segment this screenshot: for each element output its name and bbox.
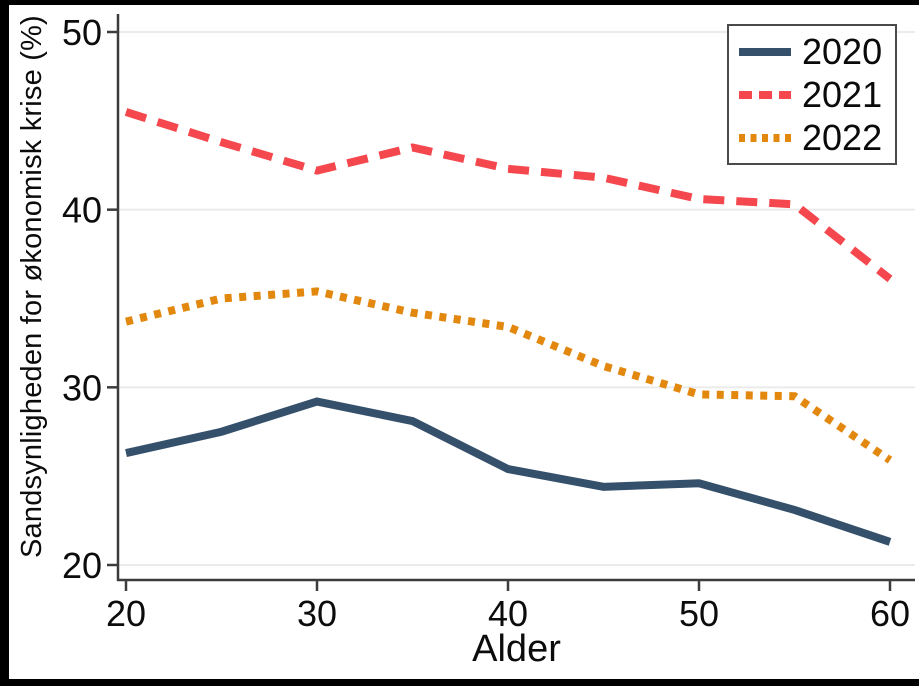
legend-label: 2020 — [802, 30, 883, 72]
y-tick-label: 40 — [62, 190, 102, 231]
x-tick-label: 30 — [297, 593, 337, 634]
image-border-bottom — [0, 679, 919, 686]
x-tick-label: 40 — [488, 593, 528, 634]
legend-label: 2022 — [802, 116, 883, 158]
x-axis-title: Alder — [472, 628, 561, 670]
y-tick-label: 30 — [62, 367, 102, 408]
legend-line-sample-dashed — [739, 90, 791, 99]
legend: 2020 2021 2022 — [727, 24, 897, 165]
legend-item: 2020 — [739, 30, 895, 72]
series-line-2020 — [125, 397, 892, 546]
series-line-2022 — [125, 287, 893, 464]
legend-line-sample-dotted — [739, 133, 791, 142]
image-border-top — [0, 0, 919, 5]
x-tick-label: 50 — [679, 593, 719, 634]
x-tick-label: 60 — [870, 593, 910, 634]
y-tick-label: 50 — [62, 12, 102, 53]
y-axis-title: Sandsynligheden for økonomisk krise (%) — [16, 15, 48, 558]
legend-label: 2021 — [802, 73, 883, 115]
legend-line-sample-solid — [739, 47, 791, 56]
image-border-left — [0, 0, 9, 686]
x-tick-label: 20 — [106, 593, 146, 634]
legend-item: 2021 — [739, 73, 895, 115]
series-line-2021 — [124, 108, 893, 283]
y-tick-label: 20 — [62, 545, 102, 586]
legend-item: 2022 — [739, 116, 895, 158]
